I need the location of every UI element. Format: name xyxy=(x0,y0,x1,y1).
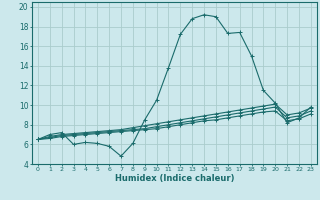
X-axis label: Humidex (Indice chaleur): Humidex (Indice chaleur) xyxy=(115,174,234,183)
